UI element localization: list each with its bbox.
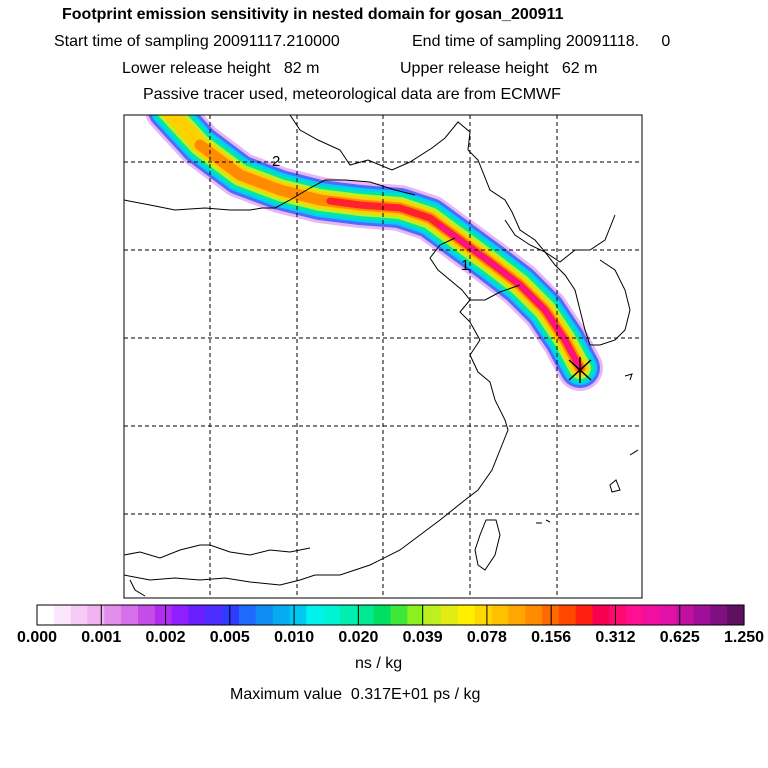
colorbar <box>36 604 745 626</box>
colorbar-cell <box>390 605 408 625</box>
colorbar-cells <box>37 605 745 625</box>
plot-title: Footprint emission sensitivity in nested… <box>62 6 564 23</box>
colorbar-cell <box>592 605 610 625</box>
colorbar-cell <box>138 605 156 625</box>
start-time-label: Start time of sampling 20091117.210000 <box>54 33 340 50</box>
colorbar-tick-label: 0.156 <box>531 629 572 646</box>
upper-release-height-label: Upper release height 62 m <box>400 60 598 77</box>
colorbar-tick-label: 0.001 <box>81 629 122 646</box>
colorbar-cell <box>239 605 257 625</box>
colorbar-tick-label: 0.078 <box>466 629 507 646</box>
colorbar-tick-label: 0.005 <box>209 629 250 646</box>
colorbar-cell <box>356 605 375 625</box>
colorbar-cell <box>306 605 324 625</box>
colorbar-cell <box>676 605 695 625</box>
colorbar-cell <box>441 605 459 625</box>
lower-release-height-label: Lower release height 82 m <box>122 60 320 77</box>
colorbar-cell <box>558 605 577 625</box>
colorbar-cell <box>575 605 594 625</box>
colorbar-cell <box>323 605 341 625</box>
colorbar-cell <box>104 605 122 625</box>
colorbar-cell <box>188 605 206 625</box>
colorbar-cell <box>289 605 307 625</box>
colorbar-cell <box>626 605 644 625</box>
colorbar-cell <box>693 605 711 625</box>
colorbar-cell <box>525 605 543 625</box>
colorbar-cell <box>659 605 678 625</box>
colorbar-tick-label: 0.039 <box>402 629 443 646</box>
trajectory-label-1: 1 <box>461 257 469 274</box>
colorbar-cell <box>340 605 358 625</box>
colorbar-cell <box>222 605 240 625</box>
colorbar-cell <box>424 605 442 625</box>
colorbar-cell <box>373 605 392 625</box>
colorbar-unit: ns / kg <box>355 655 403 672</box>
colorbar-cell <box>407 605 425 625</box>
colorbar-cell <box>609 605 627 625</box>
colorbar-cell <box>643 605 661 625</box>
colorbar-cell <box>491 605 509 625</box>
colorbar-cell <box>710 605 728 625</box>
receptor-marker <box>568 357 592 383</box>
plume <box>145 115 603 391</box>
colorbar-cell <box>272 605 291 625</box>
colorbar-cell <box>121 605 139 625</box>
map-frame <box>123 114 643 599</box>
colorbar-cell <box>154 605 173 625</box>
colorbar-tick-label: 1.250 <box>723 629 765 646</box>
colorbar-cell <box>727 605 745 625</box>
colorbar-tick-label: 0.020 <box>338 629 379 646</box>
colorbar-tick-label: 0.010 <box>274 629 315 646</box>
colorbar-cell <box>171 605 190 625</box>
colorbar-cell <box>87 605 105 625</box>
colorbar-cell <box>205 605 223 625</box>
colorbar-cell <box>474 605 493 625</box>
colorbar-cell <box>457 605 476 625</box>
graticule <box>124 115 642 598</box>
maximum-value-label: Maximum value 0.317E+01 ps / kg <box>230 686 481 703</box>
trajectory-label-2: 2 <box>272 153 280 170</box>
tracer-info-label: Passive tracer used, meteorological data… <box>143 86 561 103</box>
colorbar-tick-label: 0.625 <box>659 629 700 646</box>
colorbar-tick-label: 0.000 <box>16 629 58 646</box>
colorbar-cell <box>255 605 274 625</box>
colorbar-cell <box>508 605 526 625</box>
colorbar-cell <box>53 605 72 625</box>
end-time-label: End time of sampling 20091118. 0 <box>412 33 671 50</box>
colorbar-tick-label: 0.312 <box>595 629 636 646</box>
colorbar-tick-label: 0.002 <box>145 629 186 646</box>
colorbar-cell <box>37 605 55 625</box>
colorbar-frame <box>36 604 745 626</box>
colorbar-cell <box>70 605 89 625</box>
